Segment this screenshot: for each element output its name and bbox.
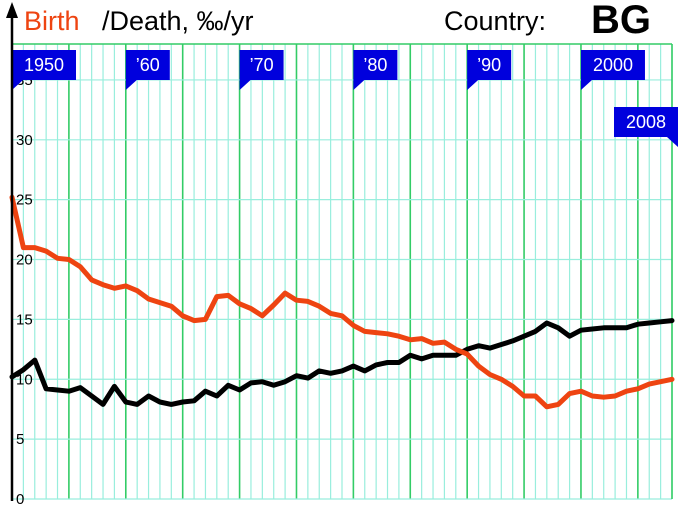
decade-flag	[467, 50, 512, 90]
country-label: Country:	[444, 6, 547, 36]
y-axis	[6, 2, 18, 501]
decade-flag-label: ’70	[250, 55, 274, 75]
y-tick-label: 10	[16, 371, 33, 388]
birth-legend-label: Birth	[24, 6, 80, 36]
decade-flag-label: ’80	[363, 55, 387, 75]
y-tick-label: 20	[16, 252, 33, 269]
decade-flags: 1950 ’60 ’70 ’80 ’90 2000 2008	[12, 50, 678, 147]
decade-flag	[353, 50, 398, 90]
country-code: BG	[591, 0, 651, 42]
chart-series	[9, 194, 675, 410]
death-legend-label: /Death, ‰/yr	[102, 6, 254, 36]
decade-flag-label: ’90	[477, 55, 501, 75]
chart-grid	[11, 43, 673, 500]
y-tick-label: 30	[16, 132, 33, 149]
y-tick-label: 5	[16, 431, 24, 448]
decade-flag	[12, 50, 76, 90]
y-tick-label: 0	[16, 491, 24, 508]
decade-flag-label: 2000	[593, 55, 633, 75]
y-tick-label: 15	[16, 311, 33, 328]
decade-flag-label: 1950	[24, 55, 64, 75]
y-tick-label: 25	[16, 192, 33, 209]
birth-series-line	[9, 194, 675, 410]
decade-flag	[239, 50, 284, 90]
decade-flag-label: 2008	[626, 112, 666, 132]
decade-flag-label: ’60	[136, 55, 160, 75]
decade-flag	[125, 50, 170, 90]
decade-flag	[580, 50, 645, 90]
death-series-line	[9, 318, 675, 407]
y-axis-arrow-icon	[6, 2, 18, 18]
decade-flag	[614, 107, 678, 147]
